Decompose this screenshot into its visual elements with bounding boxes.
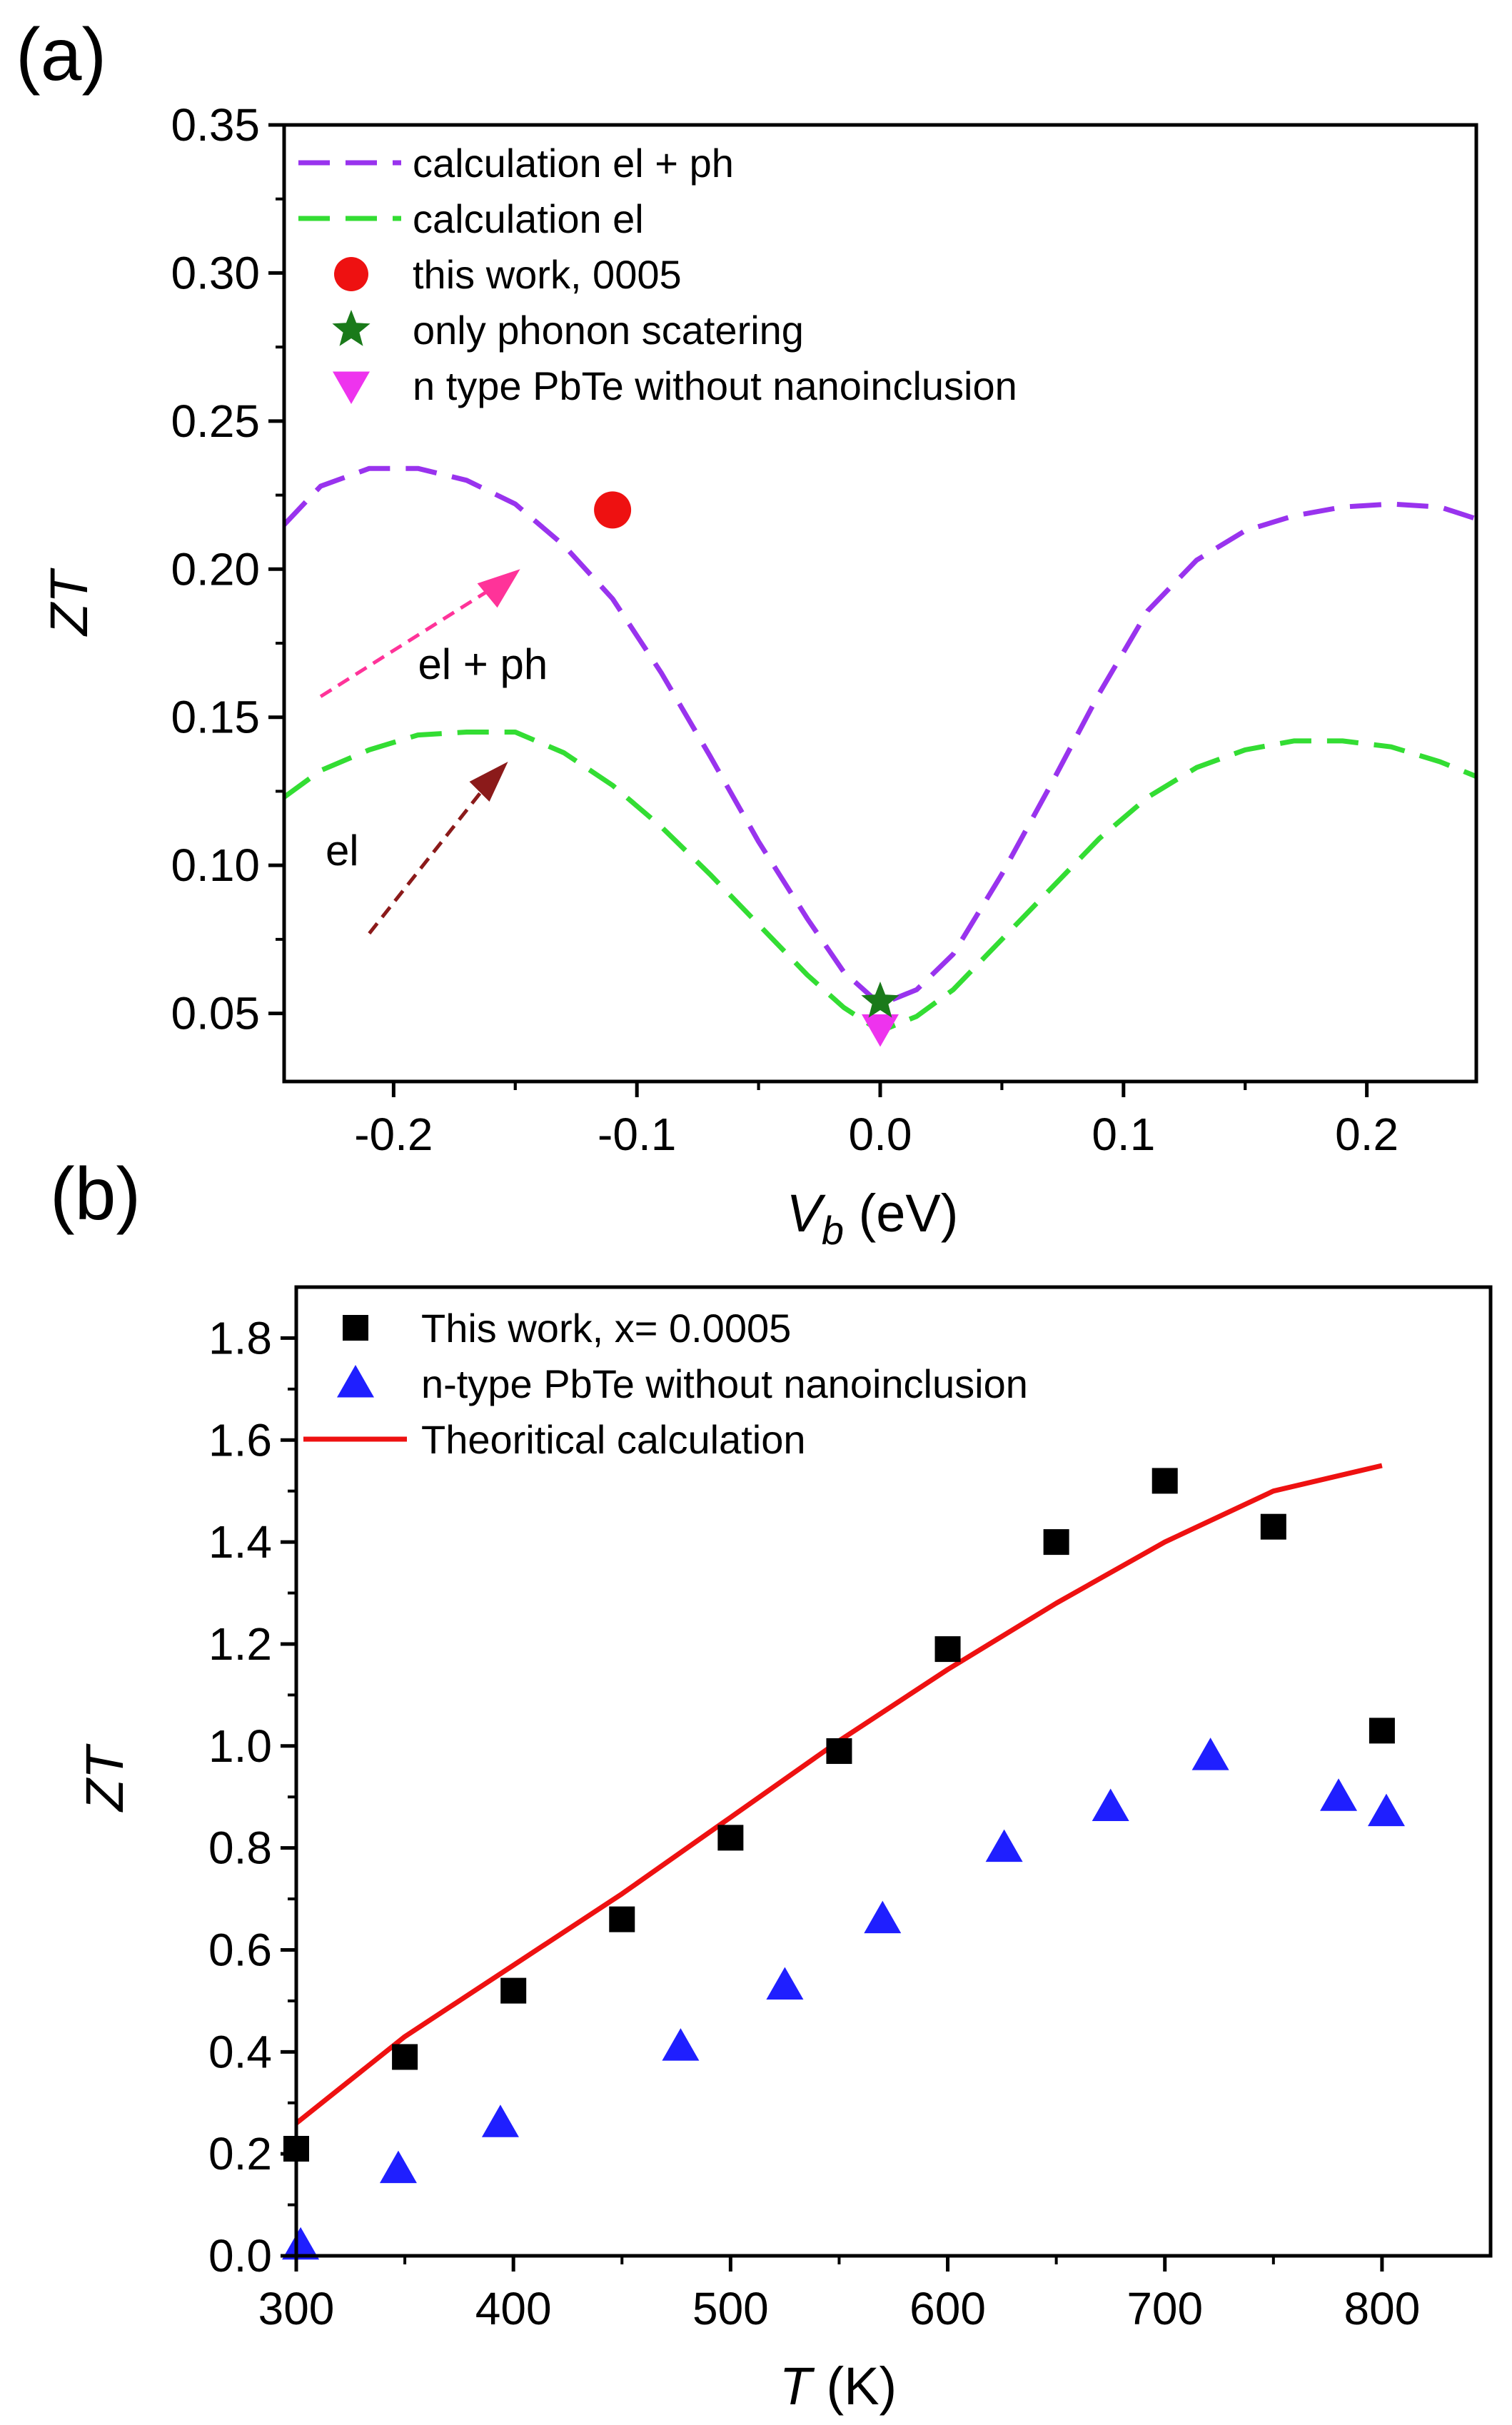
x-tick-label: 0.2 — [1335, 1109, 1398, 1160]
panel-b-y-axis-title: ZT — [75, 1743, 134, 1813]
y-tick-label: 1.6 — [208, 1414, 272, 1466]
legend-label: calculation el — [413, 196, 644, 241]
legend-marker — [333, 371, 370, 404]
y-tick-label: 1.4 — [208, 1516, 272, 1568]
this-work-point — [594, 491, 632, 529]
panel-a-axes: 0.05 0.10 0.15 0.20 0.25 0.30 0.35 -0.2 -0.1 0.0 0… — [171, 99, 1478, 1160]
ntype-point — [379, 2150, 417, 2184]
el-arrow-line — [368, 775, 495, 935]
legend-label: Theoritical calculation — [421, 1417, 805, 1462]
panel-a-annotations: el + ph el — [319, 569, 548, 935]
ntype-point — [985, 1829, 1023, 1862]
this-work-point — [717, 1825, 744, 1851]
x-tick-label: 300 — [258, 2283, 335, 2334]
this-work-point — [1369, 1718, 1395, 1744]
this-work-point — [826, 1738, 852, 1764]
panel-b-legend: This work, x= 0.0005 n-type PbTe without … — [303, 1306, 1028, 1462]
panel-a-y-axis-title: ZT — [39, 568, 99, 637]
theory-curve — [294, 1463, 1383, 2126]
legend-label: n type PbTe without nanoinclusion — [413, 363, 1017, 408]
y-tick-label: 1.8 — [208, 1312, 272, 1363]
this-work-point — [609, 1906, 635, 1932]
y-tick-label: 0.05 — [171, 988, 260, 1039]
x-tick-label: -0.2 — [354, 1109, 433, 1160]
phonon-point — [861, 982, 899, 1018]
y-tick-label: 0.0 — [208, 2230, 272, 2282]
ntype-point — [1320, 1778, 1358, 1811]
panel-a-series — [284, 465, 1476, 1047]
x-tick-label: 0.0 — [849, 1109, 912, 1160]
legend-label: calculation el + ph — [413, 141, 734, 186]
panel-a-label: (a) — [16, 14, 106, 96]
ntype-point — [862, 1014, 899, 1047]
y-tick-label: 0.8 — [208, 1822, 272, 1874]
x-tick-label: 800 — [1344, 2283, 1421, 2334]
legend-marker — [343, 1315, 368, 1341]
y-tick-label: 0.25 — [171, 395, 260, 447]
y-tick-label: 0.6 — [208, 1924, 272, 1975]
this-work-point — [500, 1977, 527, 2004]
panel-b-axes: 0.0 0.2 0.4 0.6 0.8 1.0 1.2 1.4 1.6 1.8 300 400 500 6… — [208, 1285, 1493, 2334]
el-ph-curve — [284, 465, 1476, 1007]
y-tick-label: 1.2 — [208, 1618, 272, 1670]
ntype-point — [282, 2227, 320, 2260]
panel-b-label: (b) — [50, 1153, 141, 1236]
y-tick-label: 1.0 — [208, 1720, 272, 1772]
legend-marker — [334, 257, 368, 291]
ntype-point — [864, 1900, 902, 1934]
ntype-point — [766, 1967, 804, 2000]
el-ph-arrow-line — [319, 579, 505, 698]
el-ph-annotation: el + ph — [418, 640, 548, 688]
x-tick-label: 0.1 — [1092, 1109, 1155, 1160]
y-tick-label: 0.35 — [171, 99, 260, 151]
panel-a-x-axis-title: Vb (eV) — [787, 1184, 959, 1253]
x-tick-label: 400 — [475, 2283, 552, 2334]
this-work-point — [1151, 1468, 1178, 1494]
y-tick-label: 0.2 — [208, 2128, 272, 2179]
panel-b-frame — [294, 1285, 1493, 2258]
y-tick-label: 0.4 — [208, 2026, 272, 2077]
legend-label: This work, x= 0.0005 — [421, 1306, 791, 1351]
panel-a-plot-area — [284, 465, 1476, 1034]
ntype-point — [481, 2104, 519, 2137]
ntype-point — [1367, 1793, 1405, 1827]
panel-b: (b) This work, x= 0.0005 n-type PbTe with… — [50, 1153, 1493, 2416]
x-tick-label: 500 — [692, 2283, 769, 2334]
panel-b-x-axis-title: T (K) — [780, 2356, 897, 2416]
legend-label: this work, 0005 — [413, 252, 682, 297]
legend-label: n-type PbTe without nanoinclusion — [421, 1361, 1028, 1406]
this-work-point — [934, 1636, 961, 1663]
this-work-point — [1043, 1529, 1069, 1556]
panel-b-series — [282, 1463, 1405, 2260]
y-tick-label: 0.30 — [171, 247, 260, 298]
x-tick-label: 700 — [1127, 2283, 1203, 2334]
y-tick-label: 0.10 — [171, 840, 260, 891]
legend-marker — [332, 310, 371, 346]
panel-a: (a) calculation el + ph calculation el thi… — [16, 14, 1478, 1253]
ntype-point — [1092, 1788, 1129, 1821]
ntype-point — [662, 2028, 700, 2061]
el-ph-arrow-head — [477, 569, 520, 608]
legend-label: only phonon scatering — [413, 308, 804, 353]
panel-a-legend: calculation el + ph calculation el this wo… — [298, 141, 1017, 408]
el-annotation: el — [326, 827, 359, 874]
x-tick-label: -0.1 — [598, 1109, 676, 1160]
el-arrow-head — [469, 761, 508, 802]
this-work-point — [1260, 1513, 1286, 1540]
x-tick-label: 600 — [909, 2283, 986, 2334]
y-tick-label: 0.15 — [171, 692, 260, 743]
legend-marker — [337, 1365, 374, 1398]
y-tick-label: 0.20 — [171, 543, 260, 595]
this-work-point — [392, 2044, 418, 2070]
ntype-point — [1191, 1738, 1229, 1770]
